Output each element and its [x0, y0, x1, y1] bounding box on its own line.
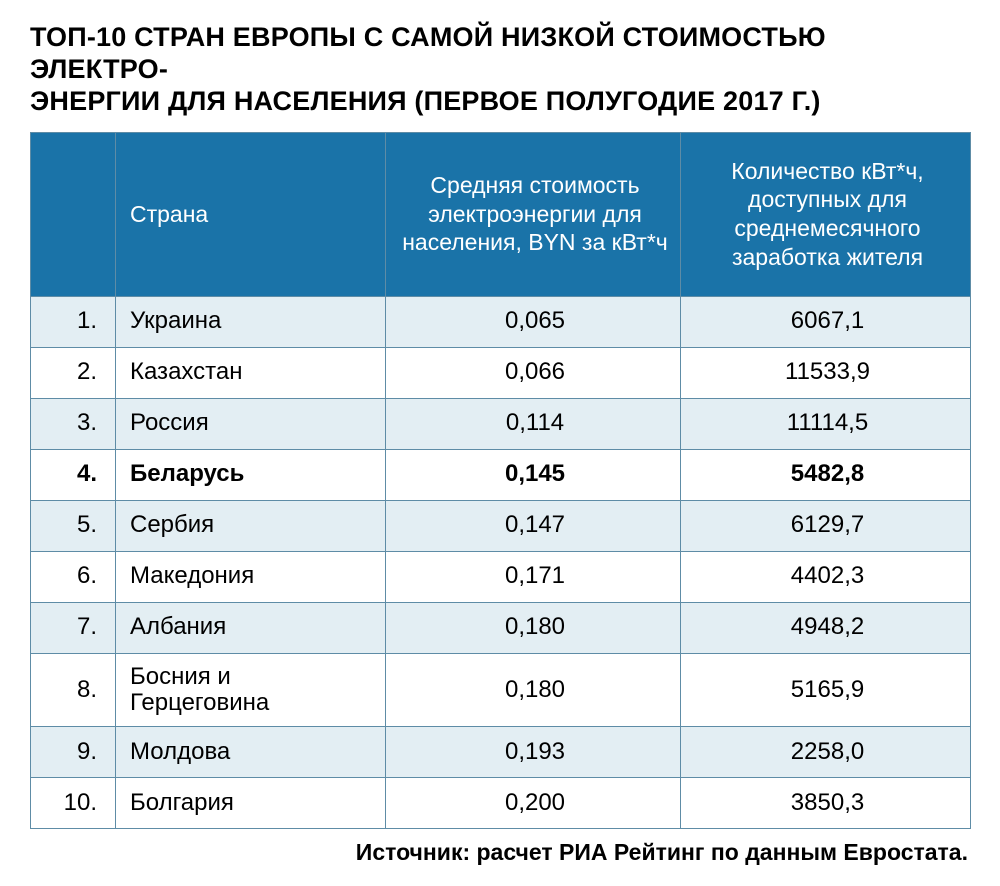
- country-cell: Украина: [116, 296, 386, 347]
- table-row: 10.Болгария0,2003850,3: [31, 778, 971, 829]
- page-title: ТОП-10 СТРАН ЕВРОПЫ С САМОЙ НИЗКОЙ СТОИМ…: [30, 22, 970, 118]
- kwh-cell: 11114,5: [681, 398, 971, 449]
- country-cell: Беларусь: [116, 449, 386, 500]
- table-row: 5.Сербия0,1476129,7: [31, 500, 971, 551]
- kwh-cell: 4948,2: [681, 602, 971, 653]
- rank-cell: 9.: [31, 727, 116, 778]
- kwh-cell: 4402,3: [681, 551, 971, 602]
- country-cell: Молдова: [116, 727, 386, 778]
- table-row: 9.Молдова0,1932258,0: [31, 727, 971, 778]
- kwh-cell: 2258,0: [681, 727, 971, 778]
- price-cell: 0,065: [386, 296, 681, 347]
- title-line-2: ЭНЕРГИИ ДЛЯ НАСЕЛЕНИЯ (ПЕРВОЕ ПОЛУГОДИЕ …: [30, 86, 821, 116]
- rank-cell: 2.: [31, 347, 116, 398]
- rank-cell: 4.: [31, 449, 116, 500]
- column-header-2: Средняя стоимость электроэнергии для нас…: [386, 132, 681, 296]
- price-cell: 0,180: [386, 602, 681, 653]
- country-cell: Россия: [116, 398, 386, 449]
- rank-cell: 7.: [31, 602, 116, 653]
- price-cell: 0,066: [386, 347, 681, 398]
- country-cell: Болгария: [116, 778, 386, 829]
- kwh-cell: 11533,9: [681, 347, 971, 398]
- rank-cell: 8.: [31, 653, 116, 727]
- price-cell: 0,114: [386, 398, 681, 449]
- rank-cell: 6.: [31, 551, 116, 602]
- price-cell: 0,193: [386, 727, 681, 778]
- page-container: ТОП-10 СТРАН ЕВРОПЫ С САМОЙ НИЗКОЙ СТОИМ…: [0, 0, 1000, 886]
- electricity-price-table: СтранаСредняя стоимость электроэнергии д…: [30, 132, 971, 830]
- price-cell: 0,200: [386, 778, 681, 829]
- price-cell: 0,180: [386, 653, 681, 727]
- table-row: 2.Казахстан0,06611533,9: [31, 347, 971, 398]
- table-row: 1.Украина0,0656067,1: [31, 296, 971, 347]
- price-cell: 0,171: [386, 551, 681, 602]
- column-header-1: Страна: [116, 132, 386, 296]
- kwh-cell: 6129,7: [681, 500, 971, 551]
- country-cell: Сербия: [116, 500, 386, 551]
- kwh-cell: 5482,8: [681, 449, 971, 500]
- rank-cell: 3.: [31, 398, 116, 449]
- price-cell: 0,147: [386, 500, 681, 551]
- rank-cell: 5.: [31, 500, 116, 551]
- table-row: 8.Босния иГерцеговина0,1805165,9: [31, 653, 971, 727]
- kwh-cell: 6067,1: [681, 296, 971, 347]
- column-header-3: Количество кВт*ч, доступных для среднеме…: [681, 132, 971, 296]
- column-header-0: [31, 132, 116, 296]
- country-cell: Казахстан: [116, 347, 386, 398]
- price-cell: 0,145: [386, 449, 681, 500]
- table-row: 6.Македония0,1714402,3: [31, 551, 971, 602]
- source-caption: Источник: расчет РИА Рейтинг по данным Е…: [30, 839, 968, 866]
- country-cell: Босния иГерцеговина: [116, 653, 386, 727]
- kwh-cell: 3850,3: [681, 778, 971, 829]
- country-cell: Македония: [116, 551, 386, 602]
- country-cell: Албания: [116, 602, 386, 653]
- kwh-cell: 5165,9: [681, 653, 971, 727]
- table-row: 7.Албания0,1804948,2: [31, 602, 971, 653]
- rank-cell: 10.: [31, 778, 116, 829]
- table-row: 3.Россия0,11411114,5: [31, 398, 971, 449]
- title-line-1: ТОП-10 СТРАН ЕВРОПЫ С САМОЙ НИЗКОЙ СТОИМ…: [30, 22, 826, 84]
- table-row: 4.Беларусь0,1455482,8: [31, 449, 971, 500]
- rank-cell: 1.: [31, 296, 116, 347]
